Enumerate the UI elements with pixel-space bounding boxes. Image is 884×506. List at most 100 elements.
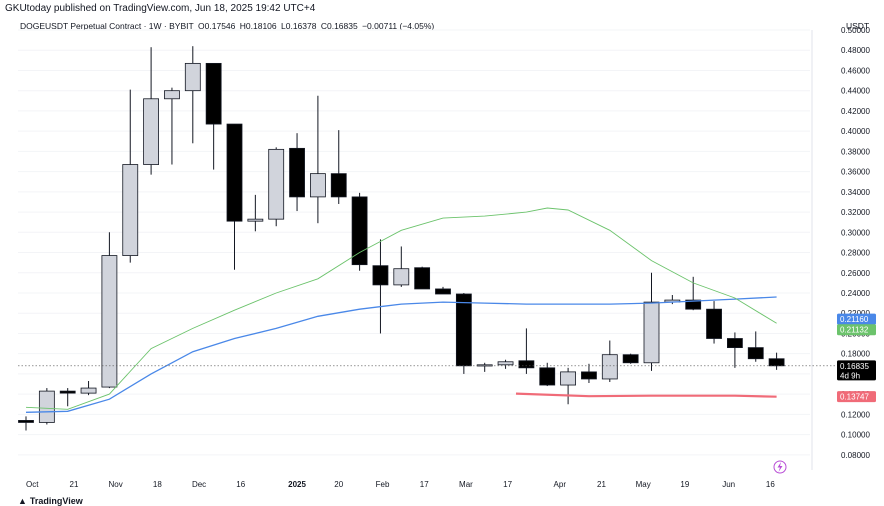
candle[interactable] [38,388,55,425]
y-tick-label: 0.50000 [841,26,870,35]
candle[interactable] [497,359,514,369]
low-value: L0.16378 [281,21,317,31]
red-line-price-tag[interactable]: 0.13747 [837,391,876,403]
candle-body [455,293,472,367]
candle[interactable] [184,46,201,144]
x-tick-label: 21 [597,480,606,489]
green-moving-average[interactable] [25,207,777,410]
x-tick-label: 20 [334,480,343,489]
candles-layer [18,46,785,431]
red-support-line[interactable] [515,392,777,398]
y-tick-label: 0.10000 [841,431,870,440]
x-tick-label: Apr [554,480,567,489]
candle[interactable] [372,239,389,334]
x-tick-label: Feb [376,480,390,489]
candle-body [601,354,618,380]
y-tick-label: 0.48000 [841,46,870,55]
candle[interactable] [581,363,597,384]
candle-body [330,173,347,198]
candle[interactable] [476,362,493,372]
candle[interactable] [205,62,222,170]
x-tick-label: May [636,480,651,489]
green-ma-price-tag[interactable]: 0.21132 [837,324,876,336]
candle[interactable] [143,47,160,175]
svg-text:0.21132: 0.21132 [840,326,869,335]
candle-body [581,371,597,380]
change-value: −0.00711 (−4.05%) [362,21,435,31]
candle[interactable] [18,416,34,431]
tradingview-footer[interactable]: ▲ TradingView [18,496,83,506]
candle-body [122,164,139,256]
close-value: C0.16835 [320,21,358,31]
candle[interactable] [518,328,535,374]
svg-text:0.21160: 0.21160 [840,315,869,324]
candle-body [768,358,785,367]
candle-body [414,267,431,290]
blue-ma-price-tag[interactable]: 0.21160 [837,313,876,325]
candle[interactable] [539,362,556,387]
candle[interactable] [247,194,264,232]
candle[interactable] [351,192,368,271]
candle[interactable] [101,232,118,389]
candle[interactable] [80,380,97,396]
candle-body [747,347,764,360]
open-value: O0.17546 [198,21,236,31]
tradingview-logo-icon: ▲ [18,496,27,506]
candle-body [164,90,180,100]
candle-body [289,147,305,198]
y-tick-label: 0.30000 [841,228,870,237]
candle[interactable] [768,352,785,370]
candle[interactable] [330,130,347,204]
currency-label[interactable]: USDT [846,21,870,31]
candle-body [184,62,201,92]
y-tick-label: 0.18000 [841,350,870,359]
candle[interactable] [685,276,702,311]
x-tick-label: 18 [153,480,162,489]
candle[interactable] [122,89,139,263]
candle[interactable] [268,147,285,227]
candle[interactable] [226,123,243,270]
y-tick-label: 0.36000 [841,168,870,177]
candle[interactable] [309,95,326,224]
x-tick-label: Nov [109,480,123,489]
candle[interactable] [455,292,472,374]
svg-text:0.13747: 0.13747 [840,393,869,402]
candle-body [727,338,743,349]
candle[interactable] [643,272,660,371]
candle[interactable] [727,332,743,368]
candle[interactable] [59,388,76,407]
moving-average-layer [18,207,836,413]
candle-body [497,361,514,366]
candle[interactable] [435,286,451,295]
x-tick-label: Mar [459,480,473,489]
candle[interactable] [622,353,639,364]
candle-body [59,390,76,394]
x-tick-label: 21 [70,480,79,489]
lightning-icon[interactable] [773,460,787,474]
candle[interactable] [289,133,305,212]
svg-text:0.16835: 0.16835 [840,362,869,371]
blue-moving-average[interactable] [25,296,777,413]
x-tick-label: Jun [722,480,735,489]
y-tick-label: 0.42000 [841,107,870,116]
candle[interactable] [393,246,410,287]
x-tick-label: 17 [420,480,429,489]
candle[interactable] [560,367,576,405]
y-tick-label: 0.44000 [841,87,870,96]
candle[interactable] [601,340,618,382]
y-tick-label: 0.38000 [841,147,870,156]
candle[interactable] [164,87,180,165]
time-axis: Oct 21 Nov 18 Dec 16 2025 20 Feb 17 Mar 17 Apr 21 May 1… [26,480,775,489]
publish-line: GKUtoday published on TradingView.com, J… [5,3,316,14]
candle[interactable] [414,266,431,290]
x-tick-label: 17 [503,480,512,489]
candle-body [518,360,535,369]
candle[interactable] [747,331,764,362]
candle[interactable] [706,301,722,344]
symbol-name[interactable]: DOGEUSDT Perpetual Contract · 1W · BYBIT [20,21,194,31]
candle-body [309,173,326,198]
brand-label: TradingView [29,496,83,506]
